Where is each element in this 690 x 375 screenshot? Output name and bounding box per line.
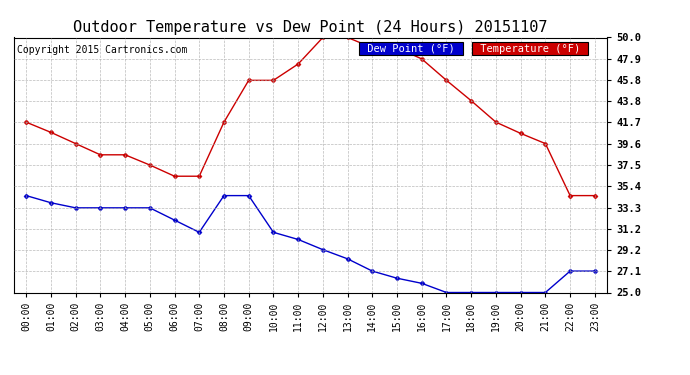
Text: Temperature (°F): Temperature (°F)	[474, 44, 586, 54]
Text: Copyright 2015 Cartronics.com: Copyright 2015 Cartronics.com	[17, 45, 187, 55]
Text: Dew Point (°F): Dew Point (°F)	[361, 44, 461, 54]
Title: Outdoor Temperature vs Dew Point (24 Hours) 20151107: Outdoor Temperature vs Dew Point (24 Hou…	[73, 20, 548, 35]
